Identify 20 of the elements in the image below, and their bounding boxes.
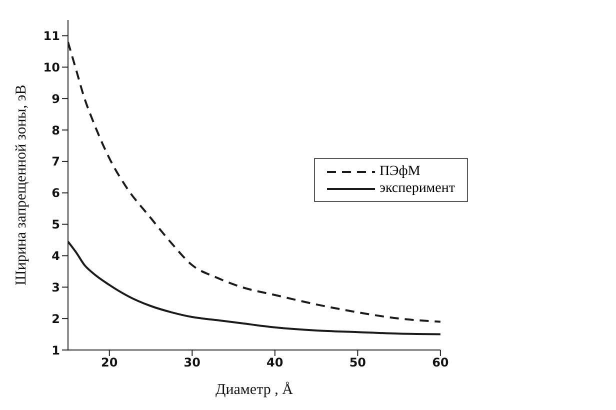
y-tick-label: 2	[52, 312, 60, 326]
legend-label: ПЭфМ	[379, 163, 420, 180]
x-tick-label: 30	[184, 356, 200, 370]
y-tick-label: 11	[43, 28, 60, 43]
y-tick-label: 3	[52, 280, 60, 294]
x-axis-title: Диаметр , Å	[216, 381, 294, 398]
y-tick-label: 10	[43, 60, 60, 74]
y-tick-label: 6	[52, 186, 60, 200]
y-tick-label: 7	[52, 154, 60, 169]
x-tick-label: 40	[266, 356, 284, 370]
legend-label: эксперимент	[379, 180, 455, 197]
y-tick-label: 5	[52, 218, 60, 232]
x-tick-label: 20	[101, 356, 118, 370]
x-tick-label: 50	[349, 356, 366, 370]
x-tick-label: 60	[432, 356, 449, 370]
y-tick-label: 1	[52, 343, 60, 358]
y-axis-title: Ширина запрещенной зоны, эВ	[13, 84, 30, 286]
y-tick-label: 4	[52, 248, 60, 263]
y-tick-label: 9	[52, 92, 60, 106]
y-tick-label: 8	[52, 123, 60, 138]
